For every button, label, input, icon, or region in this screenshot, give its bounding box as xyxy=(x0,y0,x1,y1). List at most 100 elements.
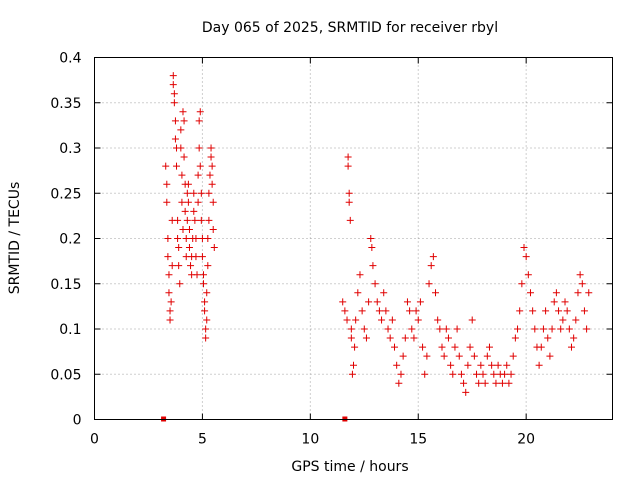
data-point xyxy=(344,162,352,170)
data-point xyxy=(378,316,386,324)
data-point xyxy=(447,361,455,369)
data-point xyxy=(434,316,442,324)
y-axis-label: SRMTID / TECUs xyxy=(7,182,23,295)
data-point xyxy=(470,352,478,360)
data-point xyxy=(455,352,463,360)
y-tick-label: 0.4 xyxy=(59,51,81,67)
data-point xyxy=(505,379,513,387)
data-point xyxy=(164,253,172,261)
data-point xyxy=(412,307,420,315)
data-point xyxy=(520,244,528,252)
data-point xyxy=(580,307,588,315)
data-point xyxy=(567,343,575,351)
data-point xyxy=(162,162,170,170)
data-point xyxy=(367,235,375,242)
data-point xyxy=(178,198,186,206)
data-point xyxy=(468,316,476,324)
data-point xyxy=(494,361,502,369)
data-point xyxy=(555,307,563,315)
data-point xyxy=(180,153,188,161)
data-point xyxy=(477,361,485,369)
data-point xyxy=(184,180,192,188)
data-point xyxy=(438,343,446,351)
data-point xyxy=(166,307,174,315)
data-point xyxy=(490,370,498,378)
data-point xyxy=(192,253,200,261)
data-point xyxy=(207,144,215,152)
data-point xyxy=(388,316,396,324)
data-point xyxy=(544,334,552,342)
data-point xyxy=(171,117,179,125)
data-point xyxy=(350,361,357,369)
data-point xyxy=(514,325,522,333)
data-point xyxy=(570,334,578,342)
data-point xyxy=(384,325,392,333)
data-point xyxy=(401,334,409,342)
data-point xyxy=(368,244,376,252)
data-point xyxy=(509,352,517,360)
data-point xyxy=(354,289,362,297)
data-point xyxy=(193,271,201,279)
data-point xyxy=(425,280,433,288)
data-point xyxy=(529,307,537,315)
data-point xyxy=(179,225,187,233)
data-point xyxy=(204,235,212,242)
data-point xyxy=(177,126,185,134)
data-point xyxy=(403,298,411,306)
data-point xyxy=(432,289,440,297)
data-point xyxy=(406,307,414,315)
y-tick-label: 0.25 xyxy=(50,186,81,202)
data-point xyxy=(195,117,203,125)
data-point xyxy=(201,307,209,315)
data-point xyxy=(201,298,209,306)
data-point xyxy=(395,379,403,387)
data-point xyxy=(175,262,183,270)
data-point xyxy=(165,271,173,279)
data-point xyxy=(205,216,213,224)
data-point xyxy=(185,225,193,233)
data-point xyxy=(391,343,399,351)
x-axis-label: GPS time / hours xyxy=(291,459,408,475)
data-point xyxy=(373,298,381,306)
data-point xyxy=(197,216,205,224)
data-point xyxy=(498,379,506,387)
data-point xyxy=(537,343,545,351)
data-point xyxy=(501,370,509,378)
data-point xyxy=(440,352,448,360)
data-point xyxy=(204,262,212,270)
data-point xyxy=(168,262,176,270)
x-tick-label: 0 xyxy=(90,432,99,448)
data-point xyxy=(190,189,198,197)
data-point xyxy=(170,99,178,107)
data-point xyxy=(473,370,481,378)
data-point xyxy=(444,334,452,342)
x-tick-label: 20 xyxy=(517,432,535,448)
data-point xyxy=(360,325,368,333)
y-tick-label: 0.15 xyxy=(50,277,81,293)
data-point xyxy=(535,361,543,369)
data-point xyxy=(419,343,427,351)
data-point xyxy=(174,235,182,242)
data-point xyxy=(399,352,407,360)
data-point xyxy=(449,370,457,378)
data-point xyxy=(371,280,379,288)
data-point xyxy=(375,307,383,315)
x-tick-label: 10 xyxy=(301,432,319,448)
data-point xyxy=(386,334,394,342)
y-tick-label: 0.35 xyxy=(50,96,81,112)
data-point xyxy=(423,352,431,360)
data-point xyxy=(531,325,539,333)
data-point xyxy=(369,262,377,270)
data-point xyxy=(348,370,356,378)
data-point xyxy=(457,370,465,378)
data-point xyxy=(178,171,186,179)
data-point xyxy=(183,216,191,224)
y-tick-label: 0 xyxy=(73,413,82,429)
data-point xyxy=(453,325,461,333)
data-point xyxy=(583,325,591,333)
data-point xyxy=(483,352,491,360)
data-point xyxy=(198,253,206,261)
data-point xyxy=(550,298,558,306)
data-point xyxy=(522,253,530,261)
